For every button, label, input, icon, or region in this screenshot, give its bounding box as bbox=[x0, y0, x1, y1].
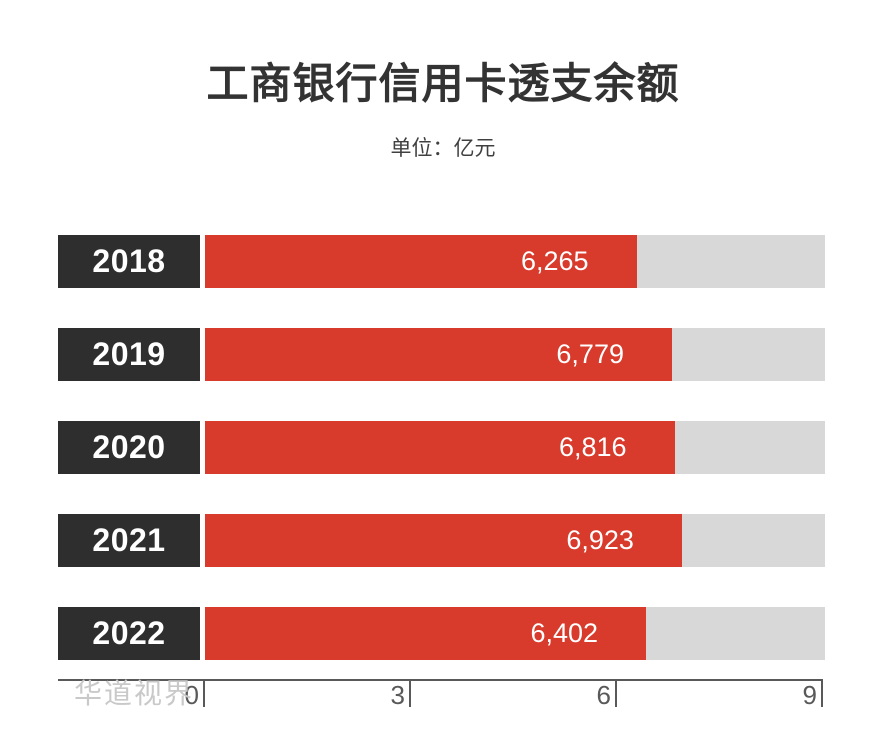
value-label: 6,265 bbox=[521, 246, 589, 276]
chart-title: 工商银行信用卡透支余额 bbox=[206, 60, 680, 107]
category-label-2021: 2021 bbox=[58, 514, 200, 567]
x-axis-tick: 6 bbox=[597, 681, 617, 708]
bar-rows: 2018 6,265 2019 6,779 2020 6,816 bbox=[58, 235, 825, 700]
x-axis-tick: 9 bbox=[803, 681, 823, 708]
bar-fill: 6,402 bbox=[205, 607, 647, 660]
bar-track: 6,402 bbox=[205, 607, 825, 660]
x-axis-tick: 0 bbox=[185, 681, 205, 708]
bar-track: 6,923 bbox=[205, 514, 825, 567]
bar-row-2020: 2020 6,816 bbox=[58, 421, 825, 474]
x-axis-tick-label: 3 bbox=[390, 680, 405, 710]
category-label-2020: 2020 bbox=[58, 421, 200, 474]
bar-fill: 6,816 bbox=[205, 421, 675, 474]
value-label: 6,402 bbox=[530, 618, 599, 648]
bar-track: 6,265 bbox=[205, 235, 825, 288]
bar-track: 6,779 bbox=[205, 328, 825, 381]
x-axis-tick: 3 bbox=[391, 681, 411, 708]
bar-fill: 6,779 bbox=[205, 328, 672, 381]
x-axis-tick-label: 0 bbox=[184, 680, 199, 710]
bar-fill: 6,923 bbox=[205, 514, 682, 567]
x-axis-line bbox=[58, 679, 823, 681]
value-label: 6,923 bbox=[566, 525, 634, 555]
x-axis-tick-label: 9 bbox=[802, 680, 817, 710]
x-axis-ticks: 0 3 6 9 bbox=[185, 681, 823, 711]
chart-subtitle: 单位：亿元 bbox=[390, 137, 496, 160]
category-label-2022: 2022 bbox=[58, 607, 200, 660]
bar-row-2021: 2021 6,923 bbox=[58, 514, 825, 567]
value-label: 6,779 bbox=[556, 339, 624, 369]
category-label-2019: 2019 bbox=[58, 328, 200, 381]
bar-row-2018: 2018 6,265 bbox=[58, 235, 825, 288]
watermark: 华道视界 bbox=[74, 678, 195, 709]
bar-row-2022: 2022 6,402 bbox=[58, 607, 825, 660]
x-axis-tick-label: 6 bbox=[596, 680, 611, 710]
bar-fill: 6,265 bbox=[205, 235, 637, 288]
bar-row-2019: 2019 6,779 bbox=[58, 328, 825, 381]
bar-track: 6,816 bbox=[205, 421, 825, 474]
value-label: 6,816 bbox=[558, 432, 627, 462]
category-label-2018: 2018 bbox=[58, 235, 200, 288]
